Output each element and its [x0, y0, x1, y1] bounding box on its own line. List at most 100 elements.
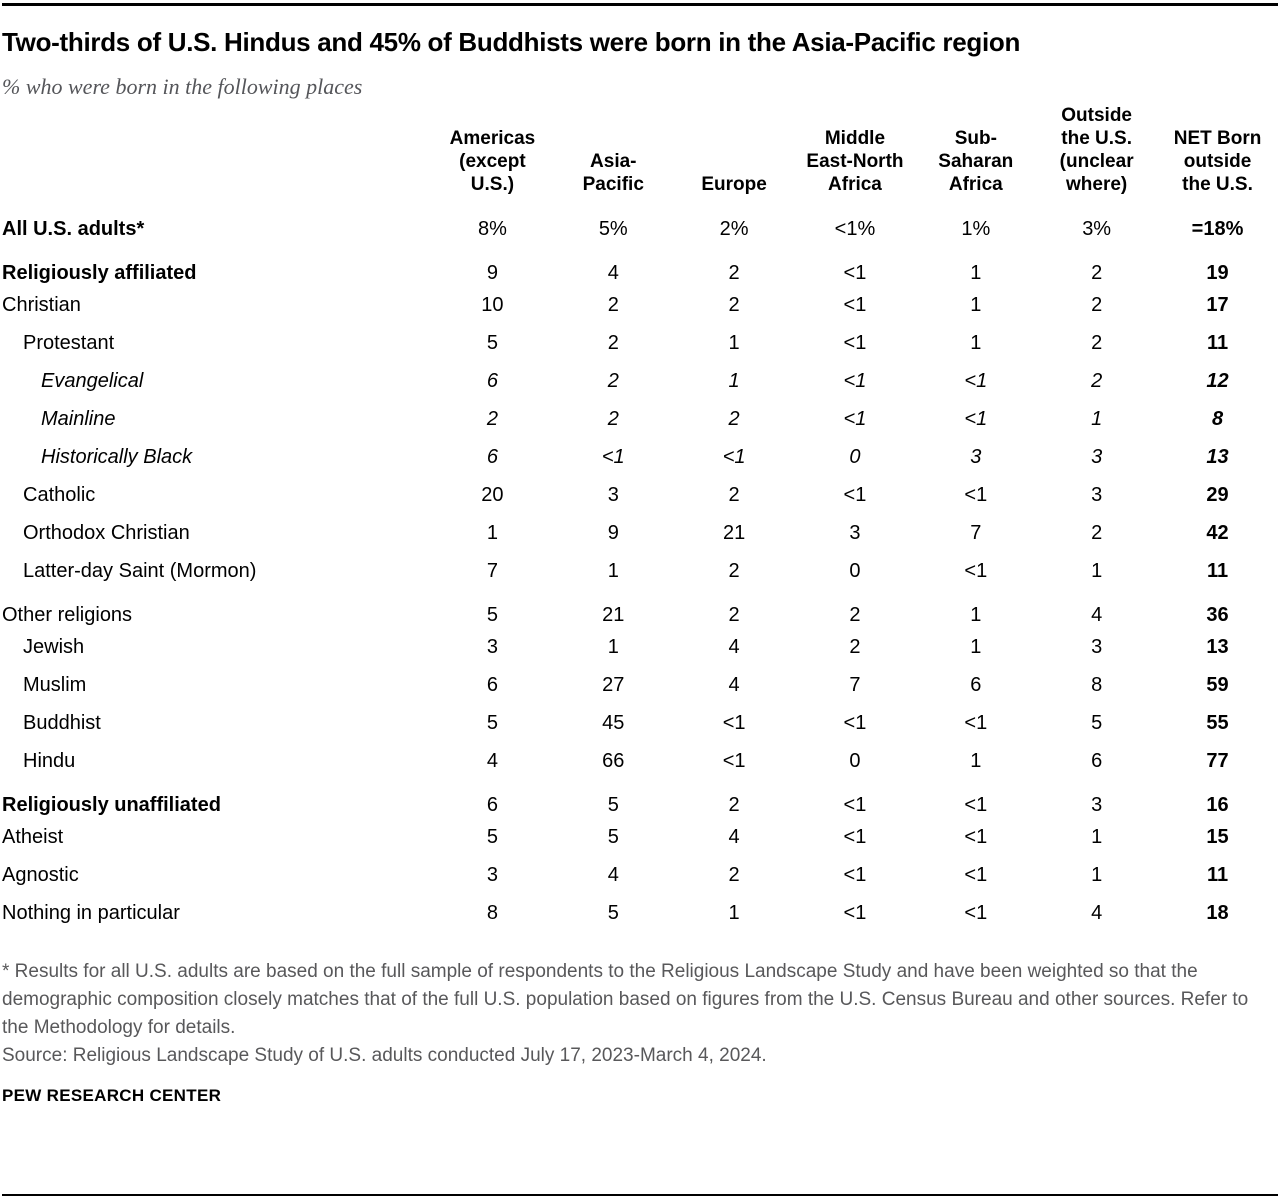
cell-net-born-outside-us: 19	[1206, 262, 1229, 285]
cell-net-born-outside-us: 13	[1206, 445, 1229, 468]
cell-americas-except-us: 6	[486, 673, 498, 696]
cell-asia-pacific: 5	[607, 794, 619, 817]
cell-sub-saharan-africa: 1	[970, 604, 982, 627]
cell-outside-us-unclear-where: 2	[1091, 331, 1103, 354]
cell-americas-except-us: 8	[486, 901, 498, 924]
cell-americas-except-us: 6	[486, 794, 498, 817]
page-title: Two-thirds of U.S. Hindus and 45% of Bud…	[2, 27, 1021, 57]
footnote-asterisk: * Results for all U.S. adults are based …	[2, 961, 1249, 1039]
cell-europe: 1	[728, 369, 740, 392]
cell-europe: 2	[728, 262, 740, 285]
row-label: Catholic	[23, 483, 96, 506]
cell-outside-us-unclear-where: 8	[1091, 673, 1103, 696]
cell-americas-except-us: 5	[486, 604, 498, 627]
cell-europe: 21	[722, 521, 746, 544]
row-label: Orthodox Christian	[23, 521, 190, 544]
cell-europe: 2	[728, 863, 740, 886]
cell-outside-us-unclear-where: 2	[1091, 369, 1103, 392]
cell-outside-us-unclear-where: 3	[1091, 445, 1103, 468]
cell-net-born-outside-us: 55	[1206, 711, 1229, 734]
cell-outside-us-unclear-where: 2	[1091, 293, 1103, 316]
cell-asia-pacific: 2	[607, 369, 619, 392]
cell-americas-except-us: 6	[486, 445, 498, 468]
table-row-catholic: Catholic 20 3 2 <1 <1 3 29	[2, 476, 1278, 514]
cell-outside-us-unclear-where: 1	[1091, 559, 1103, 582]
row-label: All U.S. adults*	[2, 217, 145, 240]
cell-americas-except-us: 3	[486, 863, 498, 886]
cell-europe: 2	[728, 483, 740, 506]
cell-sub-saharan-africa: 1	[970, 262, 982, 285]
cell-sub-saharan-africa: <1	[964, 901, 988, 924]
column-header-americas-except-us: Americas (except U.S.)	[449, 128, 536, 196]
brand-pew-research-center: PEW RESEARCH CENTER	[2, 1086, 222, 1106]
cell-outside-us-unclear-where: 4	[1091, 604, 1103, 627]
pew-table-figure: Two-thirds of U.S. Hindus and 45% of Bud…	[0, 3, 1280, 1201]
table-row-muslim: Muslim 6 27 4 7 6 8 59	[2, 666, 1278, 704]
row-label: Historically Black	[41, 445, 193, 468]
column-header-middle-east-north-africa: Middle East-North Africa	[806, 128, 904, 196]
cell-sub-saharan-africa: <1	[964, 369, 988, 392]
column-header-outside-us-unclear-where: Outside the U.S. (unclear where)	[1059, 105, 1134, 196]
cell-net-born-outside-us: 59	[1206, 673, 1229, 696]
cell-net-born-outside-us: 13	[1206, 635, 1229, 658]
cell-outside-us-unclear-where: 3	[1091, 794, 1103, 817]
cell-asia-pacific: 45	[602, 711, 625, 734]
row-label: Other religions	[2, 604, 133, 627]
row-label: Agnostic	[2, 863, 79, 886]
table-row-mainline: Mainline 2 2 2 <1 <1 1 8	[2, 400, 1278, 438]
cell-europe: 2	[728, 794, 740, 817]
row-label: Nothing in particular	[2, 901, 180, 924]
row-label: Jewish	[23, 635, 85, 658]
cell-sub-saharan-africa: 1	[970, 635, 982, 658]
table-row-nothing-in-particular: Nothing in particular 8 5 1 <1 <1 4 18	[2, 894, 1278, 932]
page-subtitle: % who were born in the following places	[2, 74, 363, 100]
table-row-agnostic: Agnostic 3 4 2 <1 <1 1 11	[2, 856, 1278, 894]
cell-outside-us-unclear-where: 2	[1091, 262, 1103, 285]
cell-americas-except-us: 4	[486, 749, 498, 772]
cell-outside-us-unclear-where: 1	[1091, 863, 1103, 886]
cell-sub-saharan-africa: <1	[964, 559, 988, 582]
row-label: Muslim	[23, 673, 87, 696]
cell-asia-pacific: 21	[602, 604, 625, 627]
cell-net-born-outside-us: 16	[1206, 794, 1229, 817]
cell-middle-east-north-africa: 2	[849, 604, 861, 627]
cell-outside-us-unclear-where: 3	[1091, 483, 1103, 506]
cell-asia-pacific: 9	[607, 521, 619, 544]
cell-middle-east-north-africa: <1	[843, 901, 867, 924]
cell-americas-except-us: 3	[486, 635, 498, 658]
cell-net-born-outside-us: 36	[1206, 604, 1229, 627]
cell-asia-pacific: 2	[607, 293, 619, 316]
cell-middle-east-north-africa: 0	[849, 559, 861, 582]
table-row-orthodox-christian: Orthodox Christian 1 9 21 3 7 2 42	[2, 514, 1278, 552]
cell-net-born-outside-us: 17	[1206, 293, 1229, 316]
row-label: Buddhist	[23, 711, 101, 734]
table-row-historically-black: Historically Black 6 <1 <1 0 3 3 13	[2, 438, 1278, 476]
cell-middle-east-north-africa: <1	[843, 331, 867, 354]
cell-sub-saharan-africa: 6	[970, 673, 982, 696]
row-label: Atheist	[2, 825, 64, 848]
cell-outside-us-unclear-where: 4	[1091, 901, 1103, 924]
cell-middle-east-north-africa: <1	[843, 794, 867, 817]
cell-asia-pacific: 1	[607, 635, 619, 658]
cell-asia-pacific: 1	[607, 559, 619, 582]
cell-sub-saharan-africa: <1	[964, 825, 988, 848]
cell-americas-except-us: 7	[486, 559, 498, 582]
cell-asia-pacific: 66	[602, 749, 625, 772]
cell-asia-pacific: 3	[607, 483, 619, 506]
cell-outside-us-unclear-where: 3	[1091, 635, 1103, 658]
cell-middle-east-north-africa: <1	[843, 825, 867, 848]
cell-europe: 4	[728, 673, 740, 696]
cell-sub-saharan-africa: 7	[970, 521, 982, 544]
cell-americas-except-us: 2	[486, 407, 498, 430]
column-header-europe: Europe	[701, 174, 767, 196]
cell-asia-pacific: 4	[607, 863, 619, 886]
cell-middle-east-north-africa: 2	[849, 635, 861, 658]
cell-middle-east-north-africa: <1	[843, 262, 867, 285]
cell-net-born-outside-us: 12	[1206, 369, 1229, 392]
row-label: Protestant	[23, 331, 115, 354]
cell-americas-except-us: 9	[486, 262, 498, 285]
cell-outside-us-unclear-where: 3%	[1082, 217, 1112, 240]
cell-middle-east-north-africa: <1	[843, 293, 867, 316]
cell-sub-saharan-africa: <1	[964, 711, 988, 734]
table-body: All U.S. adults* 8% 5% 2% <1% 1% 3% =18% Religio…	[2, 210, 1278, 932]
